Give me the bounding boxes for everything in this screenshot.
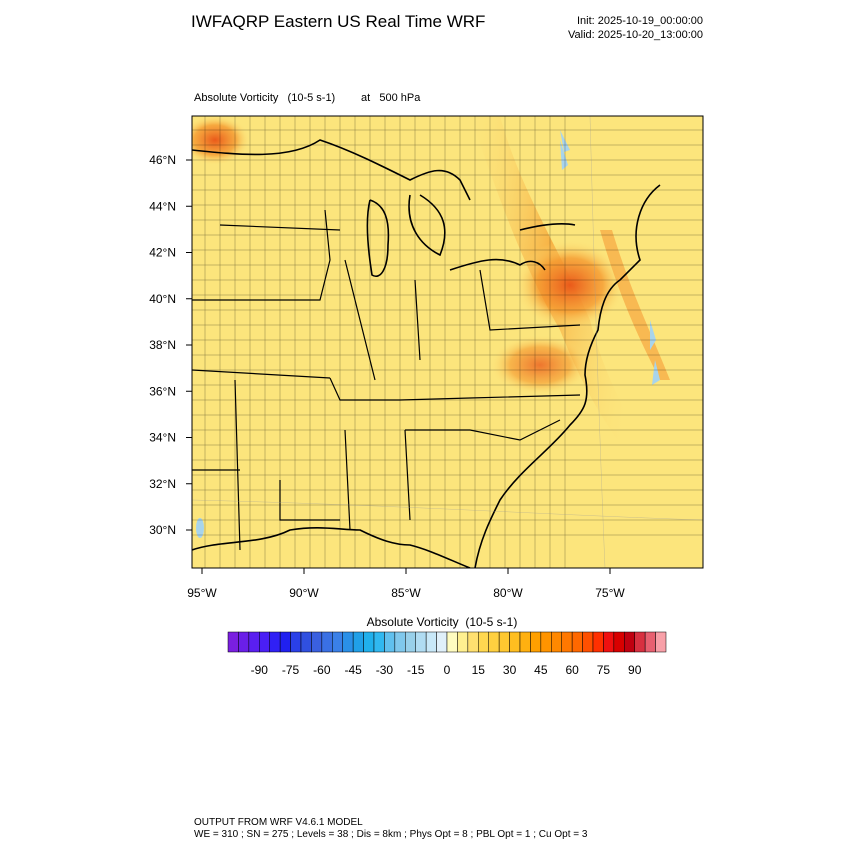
colorbar-box: [571, 631, 583, 653]
footer-line: OUTPUT FROM WRF V4.6.1 MODEL: [194, 817, 363, 828]
lat-label: 38°N: [149, 338, 176, 352]
colorbar-label: -15: [407, 663, 425, 677]
map: [192, 116, 703, 568]
colorbar-box: [592, 631, 604, 653]
colorbar-box: [405, 631, 416, 653]
colorbar-label: 90: [628, 663, 642, 677]
colorbar-label: 15: [472, 663, 486, 677]
colorbar-box: [300, 631, 312, 653]
map-background: [192, 116, 703, 568]
colorbar-box: [363, 631, 375, 653]
lat-label: 30°N: [149, 523, 176, 537]
colorbar-box: [624, 631, 635, 653]
colorbar-box: [540, 631, 552, 653]
footer-line: WE = 310 ; SN = 275 ; Levels = 38 ; Dis …: [194, 829, 588, 840]
lat-label: 44°N: [149, 199, 176, 213]
colorbar-box: [332, 631, 343, 653]
lat-labels: 46°N 44°N 42°N 40°N 38°N 36°N 34°N 32°N 30°N: [149, 153, 192, 537]
colorbar-box: [488, 631, 500, 653]
lon-label: 75°W: [595, 586, 625, 600]
colorbar-box: [415, 631, 427, 653]
colorbar-box: [394, 631, 406, 653]
vorticity-max: [192, 116, 250, 165]
colorbar-label: 75: [597, 663, 611, 677]
colorbar-label: -45: [344, 663, 362, 677]
colorbar-box: [259, 631, 270, 653]
valid-time: Valid: 2025-10-20_13:00:00: [568, 29, 703, 41]
lon-label: 90°W: [289, 586, 319, 600]
field-title: Absolute Vorticity (10-5 s-1): [194, 92, 335, 104]
init-time: Init: 2025-10-19_00:00:00: [577, 15, 703, 27]
colorbar-box: [425, 631, 437, 653]
colorbar-box: [634, 631, 646, 653]
colorbar-box: [321, 631, 333, 653]
page-title: IWFAQRP Eastern US Real Time WRF: [191, 12, 485, 31]
lat-label: 46°N: [149, 153, 176, 167]
colorbar-box: [478, 631, 489, 653]
colorbar-label: -75: [282, 663, 300, 677]
colorbar-box: [467, 631, 479, 653]
colorbar-box: [582, 631, 594, 653]
colorbar-box: [384, 631, 396, 653]
colorbar-label: 0: [444, 663, 451, 677]
colorbar-box: [519, 631, 531, 653]
colorbar-title: Absolute Vorticity (10-5 s-1): [367, 615, 518, 629]
colorbar-box: [227, 631, 239, 653]
map-frame: [191, 115, 704, 569]
lat-label: 42°N: [149, 246, 176, 260]
lon-label: 85°W: [391, 586, 421, 600]
level-title: at 500 hPa: [361, 92, 421, 104]
colorbar-box: [373, 631, 385, 653]
colorbar-box: [530, 631, 542, 653]
colorbar-box: [238, 631, 250, 653]
lat-label: 36°N: [149, 384, 176, 398]
lat-label: 34°N: [149, 431, 176, 445]
colorbar-box: [311, 631, 323, 653]
colorbar-box: [290, 631, 302, 653]
colorbar: -90 -75 -60 -45 -30 -15 0 15 30 45 60 75 90: [227, 631, 667, 677]
colorbar-label: -60: [313, 663, 331, 677]
colorbar-box: [561, 631, 573, 653]
lon-label: 95°W: [187, 586, 217, 600]
colorbar-box: [613, 631, 625, 653]
lon-labels: 95°W 90°W 85°W 80°W 75°W: [187, 568, 625, 600]
colorbar-label: -90: [251, 663, 269, 677]
county-borders: [192, 116, 703, 568]
colorbar-box: [644, 631, 656, 653]
colorbar-box: [457, 631, 469, 653]
colorbar-box: [603, 631, 615, 653]
lat-label: 32°N: [149, 477, 176, 491]
colorbar-box: [352, 631, 364, 653]
lon-label: 80°W: [493, 586, 523, 600]
colorbar-box: [509, 631, 521, 653]
colorbar-label: 30: [503, 663, 517, 677]
colorbar-label: 60: [565, 663, 579, 677]
colorbar-box: [269, 631, 281, 653]
colorbar-label: -30: [376, 663, 394, 677]
colorbar-box: [248, 631, 260, 653]
colorbar-box: [551, 631, 562, 653]
colorbar-box: [655, 631, 667, 653]
negative-vorticity: [196, 518, 204, 538]
vorticity-max: [515, 240, 625, 330]
colorbar-box: [279, 631, 291, 653]
colorbar-box: [436, 631, 448, 653]
colorbar-box: [342, 631, 354, 653]
colorbar-box: [498, 631, 510, 653]
lat-label: 40°N: [149, 292, 176, 306]
colorbar-label: 45: [534, 663, 548, 677]
colorbar-box: [446, 631, 458, 653]
